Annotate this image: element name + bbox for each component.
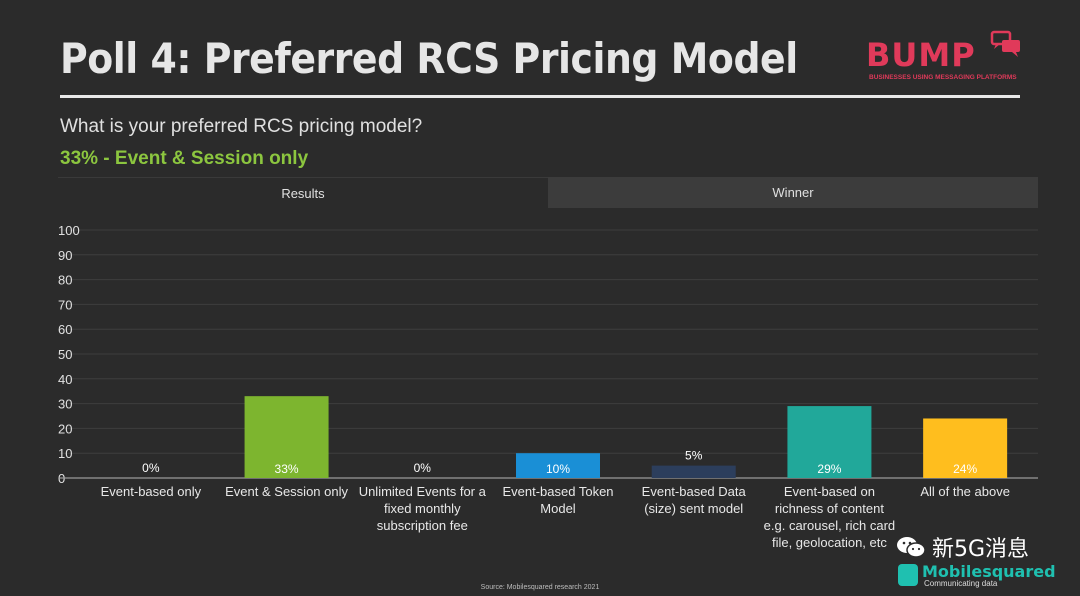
x-tick-label: e.g. carousel, rich card [764,518,896,533]
x-tick-label: (size) sent model [644,501,743,516]
bar-value-label: 29% [817,462,841,476]
x-tick-label: Event & Session only [225,484,348,499]
y-tick-label: 80 [58,273,72,288]
title-underline [60,95,1020,98]
wechat-account-name: 新5G消息 [932,537,1030,562]
poll-question: What is your preferred RCS pricing model… [60,116,423,137]
mobilesquared-icon [898,564,918,586]
x-tick-label: Unlimited Events for a [359,484,487,499]
poll-winner-summary: 33% - Event & Session only [60,148,309,169]
bar-value-label: 10% [546,462,570,476]
source-note: Source: Mobilesquared research 2021 [480,584,600,591]
chat-bubbles-icon [990,30,1020,57]
x-tick-label: fixed monthly [384,501,461,516]
bar-value-label: 0% [142,461,160,475]
y-tick-label: 30 [58,397,72,412]
bar [651,465,736,478]
wechat-watermark: 新5G消息 [896,531,1029,563]
y-tick-label: 20 [58,421,72,436]
x-tick-label: Event-based on [784,484,875,499]
x-tick-label: Event-based Token [502,484,613,499]
y-tick-label: 50 [58,347,72,362]
results-tabs: Results Winner [58,177,1038,208]
y-tick-label: 40 [58,372,72,387]
bar-value-label: 0% [414,461,432,475]
x-tick-label: Event-based Data [642,484,747,499]
x-tick-label: Model [540,501,576,516]
bar [787,406,872,478]
mobilesquared-tagline: Communicating data [924,579,998,588]
bar-value-label: 33% [275,462,299,476]
mobilesquared-wordmark: Mobilesquared [922,562,1056,581]
bar [516,453,600,478]
poll-bar-chart: 01020304050607080901000%Event-based only… [58,223,1038,550]
wechat-icon [897,537,926,558]
y-tick-label: 90 [58,248,72,263]
x-tick-label: richness of content [775,501,885,516]
bar-value-label: 24% [953,462,977,476]
tab-results[interactable]: Results [58,177,548,208]
x-tick-label: Event-based only [101,484,202,499]
page-title: Poll 4: Preferred RCS Pricing Model [60,34,798,83]
mobilesquared-logo: Mobilesquared Communicating data [898,562,1058,592]
logo-wordmark: BUMP [866,36,976,74]
bar [244,396,329,478]
bar [923,418,1008,478]
x-tick-label: subscription fee [377,518,468,533]
bar-value-label: 5% [685,449,703,463]
bump-logo: BUMP BUSINESSES USING MESSAGING PLATFORM… [866,30,1026,86]
x-tick-label: All of the above [920,484,1010,499]
y-tick-label: 60 [58,322,72,337]
logo-tagline: BUSINESSES USING MESSAGING PLATFORMS [869,74,1017,81]
x-tick-label: file, geolocation, etc [772,535,887,550]
y-tick-label: 100 [58,223,80,238]
y-tick-label: 70 [58,297,72,312]
y-tick-label: 10 [58,446,72,461]
tab-winner[interactable]: Winner [548,177,1038,208]
